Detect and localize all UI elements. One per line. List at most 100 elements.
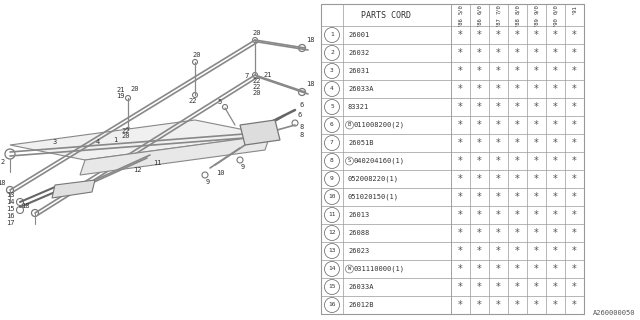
Text: *: * xyxy=(496,102,501,112)
Text: *: * xyxy=(458,84,463,94)
Text: *: * xyxy=(477,210,482,220)
Text: *: * xyxy=(572,300,577,310)
Text: 9/0: 9/0 xyxy=(534,4,539,14)
Text: 5: 5 xyxy=(330,105,334,109)
Text: 1: 1 xyxy=(330,33,334,37)
Circle shape xyxy=(71,183,79,191)
Text: 14: 14 xyxy=(328,267,336,271)
Text: *: * xyxy=(458,174,463,184)
Text: 18: 18 xyxy=(0,180,6,186)
Text: *: * xyxy=(515,84,520,94)
Text: *: * xyxy=(477,156,482,166)
Text: 8/0: 8/0 xyxy=(515,4,520,14)
Text: 10: 10 xyxy=(216,170,224,176)
Text: 21: 21 xyxy=(116,87,125,93)
Circle shape xyxy=(324,207,339,222)
Text: *: * xyxy=(553,228,558,238)
Text: *: * xyxy=(458,246,463,256)
Text: *: * xyxy=(553,246,558,256)
Text: 20: 20 xyxy=(122,133,131,139)
Text: *: * xyxy=(553,210,558,220)
Text: *: * xyxy=(496,246,501,256)
Text: *: * xyxy=(515,120,520,130)
Circle shape xyxy=(127,161,132,165)
Text: *: * xyxy=(496,282,501,292)
Text: *: * xyxy=(515,210,520,220)
Text: *: * xyxy=(553,102,558,112)
Text: *: * xyxy=(515,174,520,184)
Text: 6: 6 xyxy=(298,112,302,118)
Text: '91: '91 xyxy=(572,4,577,14)
Text: 18: 18 xyxy=(306,81,314,87)
Circle shape xyxy=(5,149,15,159)
Text: *: * xyxy=(553,282,558,292)
Text: *: * xyxy=(534,102,539,112)
Circle shape xyxy=(324,100,339,115)
Text: *: * xyxy=(572,138,577,148)
Text: 7: 7 xyxy=(330,140,334,146)
Text: *: * xyxy=(477,300,482,310)
Text: 22: 22 xyxy=(189,98,197,104)
Text: 20: 20 xyxy=(253,90,261,96)
Text: 11: 11 xyxy=(328,212,336,218)
Text: *: * xyxy=(458,282,463,292)
Text: *: * xyxy=(496,66,501,76)
Text: *: * xyxy=(515,102,520,112)
Circle shape xyxy=(292,120,298,126)
Text: *: * xyxy=(534,120,539,130)
Circle shape xyxy=(346,265,353,273)
Text: *: * xyxy=(496,264,501,274)
Text: 7/0: 7/0 xyxy=(496,4,501,14)
Circle shape xyxy=(346,157,353,165)
Text: *: * xyxy=(496,192,501,202)
Text: '88: '88 xyxy=(515,16,520,26)
Circle shape xyxy=(324,135,339,150)
Text: *: * xyxy=(534,228,539,238)
Text: *: * xyxy=(553,84,558,94)
Text: *: * xyxy=(477,120,482,130)
Circle shape xyxy=(324,63,339,78)
Text: 26032: 26032 xyxy=(348,50,369,56)
Text: *: * xyxy=(458,120,463,130)
Text: *: * xyxy=(515,48,520,58)
Text: *: * xyxy=(572,30,577,40)
Circle shape xyxy=(202,172,208,178)
Text: *: * xyxy=(572,192,577,202)
Text: *: * xyxy=(515,300,520,310)
Text: *: * xyxy=(534,246,539,256)
Text: '86: '86 xyxy=(477,16,482,26)
Text: *: * xyxy=(553,48,558,58)
Circle shape xyxy=(324,279,339,294)
Text: *: * xyxy=(534,264,539,274)
Text: *: * xyxy=(458,264,463,274)
Polygon shape xyxy=(80,135,270,175)
Text: *: * xyxy=(515,156,520,166)
Text: *: * xyxy=(572,264,577,274)
Circle shape xyxy=(298,44,305,52)
Text: 7: 7 xyxy=(245,73,249,79)
Text: *: * xyxy=(477,192,482,202)
Text: 4: 4 xyxy=(330,86,334,92)
Text: 15: 15 xyxy=(328,284,336,290)
Text: *: * xyxy=(534,30,539,40)
Circle shape xyxy=(17,198,24,205)
Text: 2: 2 xyxy=(1,159,5,165)
Text: 26001: 26001 xyxy=(348,32,369,38)
Text: *: * xyxy=(534,156,539,166)
Text: *: * xyxy=(553,156,558,166)
Text: 10: 10 xyxy=(328,195,336,199)
Text: *: * xyxy=(534,300,539,310)
Text: 21: 21 xyxy=(263,72,271,78)
Text: 26023: 26023 xyxy=(348,248,369,254)
Text: *: * xyxy=(534,48,539,58)
Text: *: * xyxy=(572,66,577,76)
Text: 031110000(1): 031110000(1) xyxy=(354,266,405,272)
Text: *: * xyxy=(534,66,539,76)
Circle shape xyxy=(324,226,339,241)
Circle shape xyxy=(125,127,131,132)
Text: *: * xyxy=(515,66,520,76)
Text: '87: '87 xyxy=(496,16,501,26)
Text: 19: 19 xyxy=(116,93,125,99)
Text: 26033A: 26033A xyxy=(348,284,374,290)
Circle shape xyxy=(324,172,339,187)
